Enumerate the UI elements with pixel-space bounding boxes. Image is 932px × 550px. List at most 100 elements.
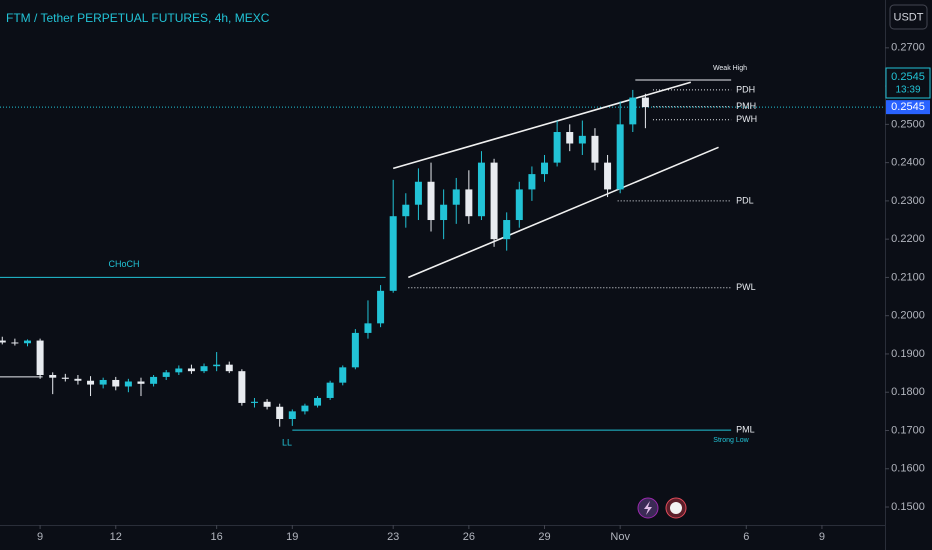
candle-body [250,401,258,403]
y-tick-label: 0.1600 [891,463,925,475]
y-tick-label: 0.2700 [891,42,925,54]
candle-body [503,220,511,240]
candle-body [74,378,82,381]
x-tick-label: 19 [286,531,298,543]
candle-body [61,377,69,379]
candle-body [301,405,309,412]
candle-body [187,368,195,372]
candle-body [553,132,561,163]
y-tick-label: 0.2100 [891,271,925,283]
x-tick-label: 9 [819,531,825,543]
candle-body [0,340,6,343]
trendline [392,81,692,170]
candle-body [36,340,44,375]
candle-body [288,411,296,420]
candle-body [150,376,158,384]
candle-body [137,381,145,384]
annotation: Weak High [713,65,747,72]
candle-body [364,323,372,333]
level-label: PMH [736,101,756,111]
chart-title: FTM / Tether PERPETUAL FUTURES, 4h, MEXC [6,11,270,25]
candle-body [225,364,233,372]
candle-body [175,368,183,373]
candle-body [23,340,31,344]
candle-body [377,290,385,324]
candle-body [515,189,523,221]
level-label: PML [736,424,755,434]
candle-body [99,379,107,385]
candle-body [591,135,599,163]
annotation: Strong Low [713,437,749,444]
candle-body [578,135,586,144]
x-tick-label: 16 [211,531,223,543]
annotation: LL [282,437,292,447]
event-icon-bolt [644,501,652,515]
candle-body [112,379,120,387]
candle-body [326,382,334,398]
candle-body [124,381,132,387]
candle-body [528,174,536,190]
y-tick-label: 0.1800 [891,386,925,398]
y-tick-label: 0.2300 [891,195,925,207]
y-tick-label: 0.1700 [891,424,925,436]
countdown: 13:39 [895,85,920,96]
candle-body [351,332,359,368]
y-tick-label: 0.2000 [891,310,925,322]
trendline [408,146,719,279]
price-box-label: 0.2545 [891,71,925,83]
currency-button[interactable] [889,4,928,30]
x-tick-label: 26 [463,531,475,543]
level-label: PWH [736,114,757,124]
candle-body [566,132,574,144]
candle-body [200,366,208,372]
candle-body [339,367,347,383]
annotation: CHoCH [108,259,139,269]
last-price-label: 0.2545 [891,101,925,113]
candle-body [276,406,284,420]
candle-body [213,364,221,367]
price-box [885,67,931,99]
candle-body [87,380,95,385]
candle-body [641,97,649,108]
candle-body [49,375,57,378]
level-label: PDL [736,195,754,205]
y-tick-label: 0.2200 [891,233,925,245]
y-tick-label: 0.2400 [891,157,925,169]
y-tick-label: 0.2500 [891,118,925,130]
candle-body [414,181,422,205]
candle-body [238,371,246,403]
candle-body [162,372,170,377]
event-icon-flag [670,502,682,514]
last-price-box [886,100,930,115]
candle-body [427,181,435,221]
candle-body [604,162,612,190]
candle-body [402,204,410,217]
candle-body [263,401,271,407]
plot: 0.1500 0.1600 0.1700 0.1800 0.1900 0.2000 0.21… [0,42,925,543]
level-label: PWL [736,282,756,292]
y-tick-label: 0.1900 [891,348,925,360]
candle-body [11,342,19,344]
x-tick-label: 12 [110,531,122,543]
candle-body [440,204,448,221]
currency-label: USDT [894,11,924,23]
x-tick-label: 23 [387,531,399,543]
candle-body [465,189,473,217]
candle-body [541,162,549,175]
candle-body [477,162,485,217]
candle-body [389,216,397,291]
level-label: PDH [736,84,755,94]
x-tick-label: 29 [538,531,550,543]
candle-body [490,162,498,240]
x-tick-label: Nov [610,531,630,543]
candle-body [452,189,460,205]
candle-body [616,124,624,190]
x-tick-label: 6 [743,531,749,543]
candle-body [629,97,637,125]
x-tick-label: 9 [37,531,43,543]
candle-body [314,397,322,406]
y-tick-label: 0.1500 [891,501,925,513]
